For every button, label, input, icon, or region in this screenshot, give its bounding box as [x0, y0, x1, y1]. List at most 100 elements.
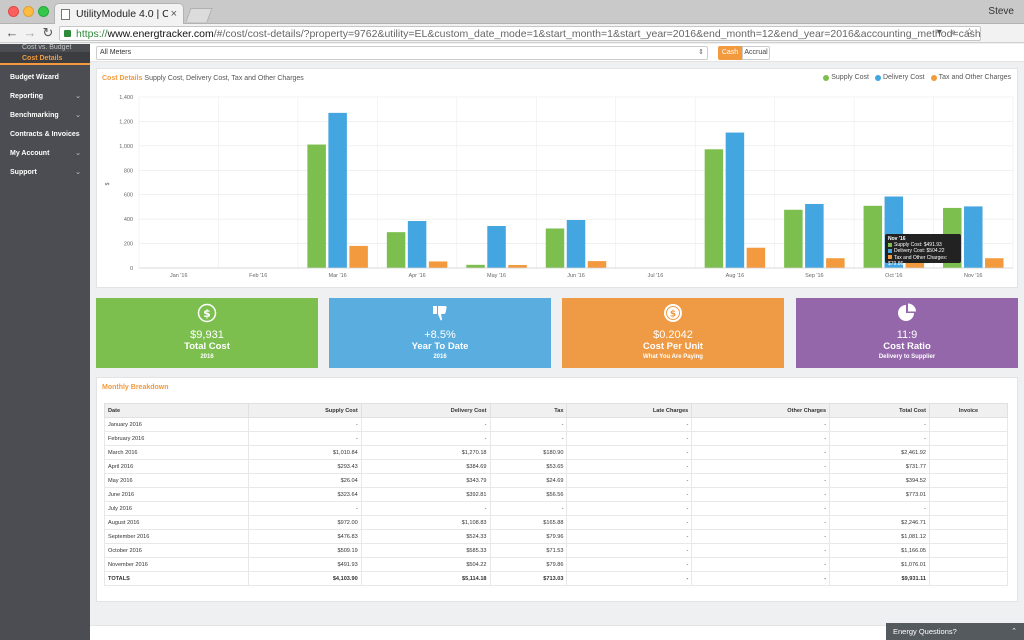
browser-profile-name[interactable]: Steve	[988, 6, 1014, 17]
table-cell[interactable]	[929, 459, 1008, 474]
y-axis-label: $	[105, 182, 111, 185]
table-cell[interactable]	[929, 543, 1008, 558]
totals-cell: $5,114.18	[360, 571, 491, 586]
table-cell[interactable]	[929, 515, 1008, 530]
table-cell[interactable]	[929, 417, 1008, 432]
totals-cell	[929, 571, 1008, 586]
table-cell[interactable]	[929, 445, 1008, 460]
sidebar-item-support[interactable]: Support ⌄	[0, 163, 90, 182]
table-cell[interactable]	[929, 431, 1008, 446]
table-row: October 2016 $509.19 $585.33 $71.53- - $1,166…	[104, 543, 1008, 558]
column-header-supply-cost[interactable]: Supply Cost	[247, 403, 362, 418]
table-cell[interactable]	[929, 557, 1008, 572]
table-cell: -	[691, 515, 831, 530]
energy-questions-widget[interactable]: Energy Questions? ⌃	[886, 623, 1024, 640]
sidebar-item-contracts-invoices[interactable]: Contracts & Invoices ⌄	[0, 125, 90, 144]
y-tick-label: 1,200	[119, 119, 133, 125]
sidebar-item-reporting[interactable]: Reporting ⌄	[0, 87, 90, 106]
table-cell: $504.22	[360, 557, 491, 572]
column-header-other-charges[interactable]: Other Charges	[691, 403, 831, 418]
table-cell: -	[360, 431, 491, 446]
legend-swatch	[930, 74, 937, 81]
thumbs-down-icon	[433, 306, 447, 321]
meter-select[interactable]: All Meters ⇕	[96, 46, 708, 60]
sidebar-item-budget-wizard[interactable]: Budget Wizard	[0, 68, 90, 87]
table-cell[interactable]	[929, 529, 1008, 544]
x-tick-label: Aug '16	[726, 273, 744, 279]
column-header-delivery-cost[interactable]: Delivery Cost	[360, 403, 491, 418]
reload-icon[interactable]: ↻	[42, 25, 54, 40]
column-header-late-charges[interactable]: Late Charges	[566, 403, 693, 418]
chevron-down-icon: ⌄	[75, 112, 81, 119]
chevron-down-icon: ⌄	[75, 150, 81, 157]
table-cell[interactable]	[929, 487, 1008, 502]
document-icon	[61, 8, 70, 20]
table-cell: $1,270.18	[360, 445, 491, 460]
sidebar-subitem-cost-details[interactable]: Cost Details	[0, 52, 90, 65]
address-bar[interactable]: https:// www.energtracker.com /#/cost/co…	[59, 26, 981, 41]
table-cell: -	[829, 417, 931, 432]
kpi-value: $9,931	[190, 329, 224, 341]
column-header-total-cost[interactable]: Total Cost	[829, 403, 931, 418]
browser-tab[interactable]: UtilityModule 4.0 | Cost Details ×	[54, 3, 184, 24]
y-tick-label: 1,400	[119, 95, 133, 101]
cash-toggle-button[interactable]: Cash	[718, 46, 742, 60]
kpi-label: Year To Date	[411, 341, 469, 352]
table-cell: -	[691, 557, 831, 572]
minimize-window-button[interactable]	[23, 6, 34, 17]
forward-arrow-icon[interactable]: →	[23, 25, 37, 40]
table-cell: March 2016	[104, 445, 249, 460]
breakdown-title: Monthly Breakdown	[102, 384, 169, 391]
table-cell: -	[247, 431, 362, 446]
chart-tooltip: Nov '16 Supply Cost: $491.93 Delivery Co…	[885, 234, 961, 267]
table-cell: $79.96	[489, 529, 568, 544]
bar-tax-and-other-charges	[428, 261, 448, 268]
zoom-window-button[interactable]	[38, 6, 49, 17]
table-cell: $1,076.01	[829, 557, 931, 572]
column-header-date[interactable]: Date	[104, 403, 249, 418]
column-header-tax[interactable]: Tax	[489, 403, 568, 418]
tab-close-icon[interactable]: ×	[170, 8, 177, 20]
table-cell[interactable]	[929, 501, 1008, 516]
bar-tax-and-other-charges	[985, 258, 1004, 268]
sidebar-subitem-cost-vs-budget[interactable]: Cost vs. Budget	[22, 44, 72, 51]
tooltip-line-text: Supply Cost: $491.93	[894, 242, 942, 249]
table-cell: -	[566, 543, 693, 558]
dollar-circle-icon: $	[197, 303, 217, 323]
sidebar-item-label: My Account	[10, 150, 50, 157]
table-cell: -	[691, 417, 831, 432]
bar-tax-and-other-charges	[746, 247, 766, 268]
table-cell[interactable]	[929, 473, 1008, 488]
sidebar-item-benchmarking[interactable]: Benchmarking ⌄	[0, 106, 90, 125]
meter-select-value: All Meters	[100, 49, 132, 56]
table-cell: -	[691, 487, 831, 502]
table-row: April 2016 $293.43 $384.69 $53.65- - $731.77	[104, 459, 1008, 474]
bar-supply-cost	[704, 149, 724, 268]
bar-supply-cost	[784, 209, 803, 268]
legend-item-supply[interactable]: Supply Cost	[823, 74, 869, 81]
main-content: All Meters ⇕ Cash Accrual 0 200 400 600 800 1…	[90, 44, 1024, 640]
new-tab-button[interactable]	[185, 8, 213, 22]
lock-icon	[64, 30, 71, 37]
table-cell: -	[566, 473, 693, 488]
sidebar-item-label: Support	[10, 169, 37, 176]
x-tick-label: Jan '16	[170, 273, 188, 279]
legend-item-delivery[interactable]: Delivery Cost	[875, 74, 925, 81]
close-window-button[interactable]	[8, 6, 19, 17]
kpi-cost-per-unit: $ $0.2042 Cost Per Unit What You Are Pay…	[562, 298, 784, 368]
address-bar-actions[interactable]: ▾ ⌕ ☆	[936, 27, 977, 38]
back-arrow-icon[interactable]: ←	[5, 25, 19, 40]
sidebar-item-my-account[interactable]: My Account ⌄	[0, 144, 90, 163]
table-cell: November 2016	[104, 557, 249, 572]
table-cell: -	[247, 417, 362, 432]
table-cell: February 2016	[104, 431, 249, 446]
legend-item-tax[interactable]: Tax and Other Charges	[930, 74, 1011, 81]
accrual-toggle-button[interactable]: Accrual	[742, 46, 770, 60]
kpi-label: Total Cost	[184, 341, 230, 352]
table-cell: $165.88	[489, 515, 568, 530]
cost-details-chart-panel: 0 200 400 600 800 1,000 1,200 1,400 $ Jan '16 Feb …	[96, 68, 1018, 288]
table-cell: -	[489, 501, 568, 516]
column-header-invoice[interactable]: Invoice	[929, 403, 1008, 418]
chart-title-accent: Cost Details	[102, 75, 143, 82]
table-cell: $1,108.83	[360, 515, 491, 530]
